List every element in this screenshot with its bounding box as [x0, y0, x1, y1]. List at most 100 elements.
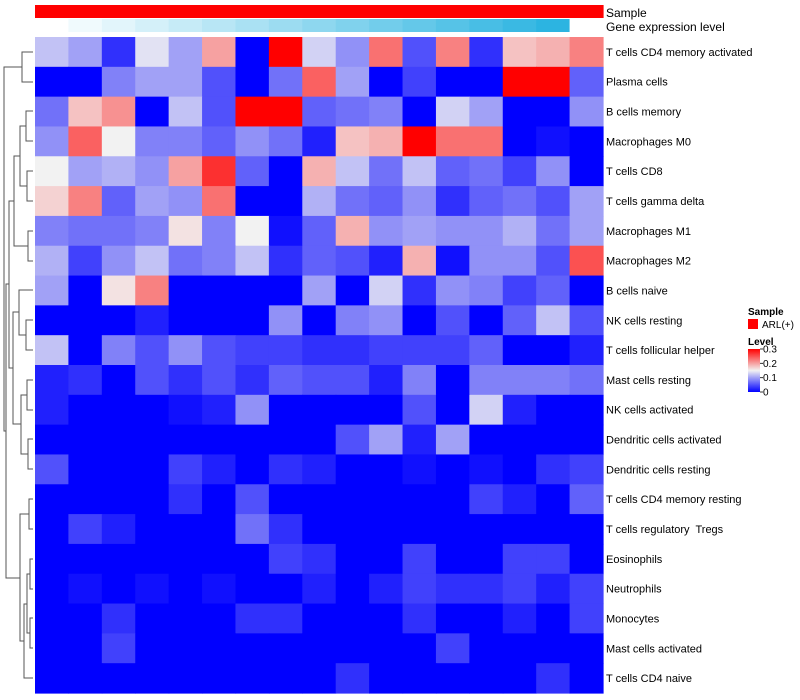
- annotation-cell: [435, 5, 470, 18]
- heatmap-cell: [402, 156, 437, 187]
- heatmap-cell: [536, 245, 571, 277]
- heatmap-cell: [35, 454, 70, 485]
- heatmap-cell: [502, 126, 537, 157]
- heatmap-cell: [68, 305, 103, 336]
- heatmap-cell: [302, 454, 337, 485]
- heatmap-cell: [101, 365, 136, 396]
- heatmap-cell: [402, 573, 437, 605]
- heatmap-cell: [335, 365, 370, 396]
- annotation-cell: [469, 19, 504, 32]
- heatmap-cell: [402, 126, 437, 157]
- heatmap-cell: [502, 215, 537, 247]
- heatmap-cell: [335, 543, 370, 575]
- heatmap-cell: [402, 186, 437, 217]
- heatmap-cell: [168, 275, 203, 306]
- annotation-cell: [369, 5, 404, 18]
- row-label: Dendritic cells resting: [606, 464, 711, 476]
- heatmap-cell: [235, 66, 270, 98]
- annotation-cell: [569, 19, 604, 32]
- legend-tick-label: 0.1: [763, 373, 777, 384]
- heatmap-cell: [135, 603, 170, 634]
- heatmap-cell: [268, 424, 303, 456]
- heatmap-cell: [469, 603, 504, 634]
- heatmap-cell: [369, 215, 404, 247]
- heatmap-cell: [68, 126, 103, 157]
- heatmap-cell: [235, 126, 270, 157]
- heatmap-cell: [202, 96, 237, 128]
- heatmap-cell: [335, 663, 370, 694]
- annotation-labels: Sample Gene expression level: [606, 6, 725, 34]
- heatmap-cell: [235, 603, 270, 634]
- heatmap-cell: [68, 66, 103, 98]
- heatmap-cell: [35, 603, 70, 634]
- heatmap-cell: [235, 156, 270, 187]
- heatmap-cell: [402, 305, 437, 336]
- heatmap-cell: [569, 454, 604, 485]
- heatmap-cell: [35, 365, 70, 396]
- heatmap-cell: [168, 156, 203, 187]
- annotation-cell: [35, 19, 70, 32]
- heatmap-cell: [268, 335, 303, 366]
- heatmap-cell: [101, 66, 136, 98]
- heatmap-cell: [168, 543, 203, 575]
- heatmap-cell: [68, 215, 103, 247]
- heatmap-cell: [536, 424, 571, 456]
- heatmap-cell: [569, 484, 604, 515]
- heatmap-cell: [202, 335, 237, 366]
- heatmap-cell: [502, 424, 537, 456]
- heatmap-cell: [302, 305, 337, 336]
- heatmap-cell: [536, 394, 571, 426]
- heatmap-cell: [469, 37, 504, 68]
- heatmap-cell: [569, 514, 604, 545]
- annotation-cell: [435, 19, 470, 32]
- annotation-cell: [502, 5, 537, 18]
- heatmap-cell: [469, 96, 504, 128]
- heatmap-cell: [302, 633, 337, 664]
- heatmap-cell: [168, 424, 203, 456]
- heatmap-cell: [35, 96, 70, 128]
- heatmap-cell: [235, 275, 270, 306]
- heatmap-cell: [35, 66, 70, 98]
- heatmap-cell: [335, 454, 370, 485]
- heatmap-cell: [135, 305, 170, 336]
- heatmap-cell: [202, 514, 237, 545]
- heatmap-cell: [335, 394, 370, 426]
- heatmap-cell: [35, 633, 70, 664]
- heatmap-cell: [235, 663, 270, 694]
- heatmap-cell: [268, 484, 303, 515]
- heatmap-cell: [135, 126, 170, 157]
- heatmap-cell: [68, 96, 103, 128]
- legend-tick-label: 0.2: [763, 359, 777, 370]
- heatmap-cell: [502, 37, 537, 68]
- annotation-cell: [402, 19, 437, 32]
- heatmap-cell: [435, 454, 470, 485]
- heatmap-cell: [35, 305, 70, 336]
- heatmap-cell: [268, 66, 303, 98]
- heatmap-cell: [302, 96, 337, 128]
- heatmap-cell: [235, 394, 270, 426]
- heatmap-cell: [101, 394, 136, 426]
- annotation-cell: [302, 19, 337, 32]
- heatmap-cell: [536, 633, 571, 664]
- heatmap-cell: [302, 215, 337, 247]
- heatmap-cell: [268, 365, 303, 396]
- heatmap-cell: [402, 66, 437, 98]
- heatmap-cell: [469, 275, 504, 306]
- heatmap-cell: [268, 633, 303, 664]
- heatmap-cell: [435, 424, 470, 456]
- row-label: T cells CD4 memory resting: [606, 494, 742, 506]
- heatmap-cell: [369, 394, 404, 426]
- heatmap-cell: [335, 37, 370, 68]
- heatmap-cell: [235, 543, 270, 575]
- heatmap-cell: [302, 394, 337, 426]
- heatmap-cell: [235, 96, 270, 128]
- heatmap-cell: [202, 603, 237, 634]
- heatmap-cell: [402, 663, 437, 694]
- heatmap-cell: [536, 66, 571, 98]
- heatmap-cell: [101, 484, 136, 515]
- heatmap-cell: [68, 156, 103, 187]
- heatmap-cell: [569, 126, 604, 157]
- heatmap-cell: [369, 186, 404, 217]
- heatmap-cell: [68, 633, 103, 664]
- legend-level-title: Level: [748, 337, 774, 348]
